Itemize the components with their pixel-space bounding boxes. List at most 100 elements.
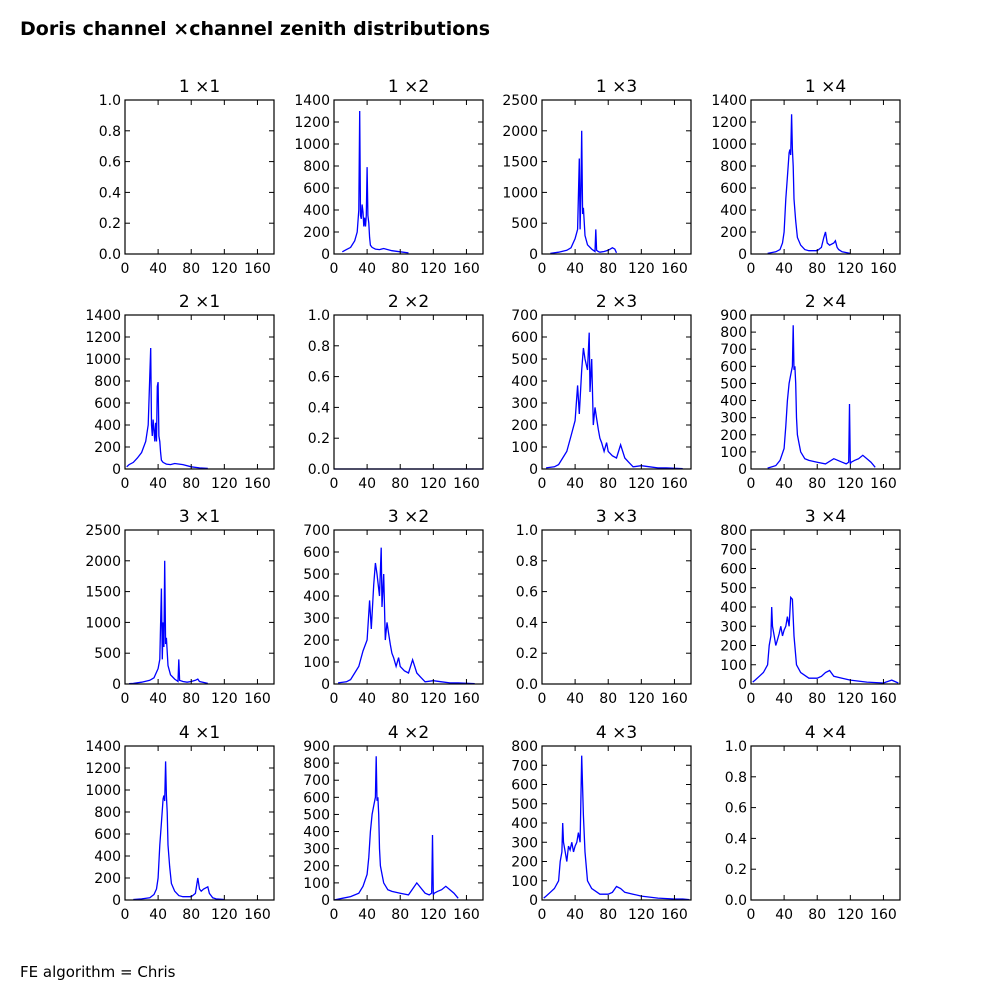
y-tick-label: 300 bbox=[720, 411, 747, 427]
x-tick-label: 40 bbox=[149, 261, 167, 277]
x-tick-label: 0 bbox=[747, 691, 756, 707]
x-tick-label: 160 bbox=[244, 476, 271, 492]
x-tick-label: 80 bbox=[182, 691, 200, 707]
y-tick-label: 200 bbox=[303, 225, 330, 241]
y-tick-label: 500 bbox=[303, 807, 330, 823]
x-tick-label: 80 bbox=[599, 907, 617, 923]
y-tick-label: 800 bbox=[94, 805, 121, 821]
x-tick-label: 80 bbox=[599, 691, 617, 707]
y-tick-label: 200 bbox=[303, 633, 330, 649]
y-tick-label: 0 bbox=[112, 893, 121, 909]
x-tick-label: 120 bbox=[628, 691, 655, 707]
x-tick-label: 40 bbox=[149, 691, 167, 707]
series-line bbox=[543, 755, 690, 901]
y-tick-label: 400 bbox=[94, 418, 121, 434]
series-line bbox=[546, 332, 683, 470]
x-tick-label: 80 bbox=[808, 476, 826, 492]
x-tick-label: 0 bbox=[538, 907, 547, 923]
subplot-3-2: 3 ×2 0 40 80 120 160 0 100 200 300 400 500 600 700 bbox=[303, 507, 484, 707]
subplot-title: 2 ×4 bbox=[805, 292, 846, 312]
x-tick-label: 40 bbox=[566, 691, 584, 707]
x-tick-label: 40 bbox=[775, 691, 793, 707]
y-tick-label: 200 bbox=[720, 225, 747, 241]
y-tick-label: 200 bbox=[94, 871, 121, 887]
y-tick-label: 700 bbox=[720, 342, 747, 358]
subplot-1-4: 1 ×4 0 40 80 120 160 0 200 400 600 800 1000 1200 1400 bbox=[711, 77, 901, 277]
subplot-2-3: 2 ×3 0 40 80 120 160 0 100 200 300 400 500 600 700 bbox=[511, 292, 692, 492]
y-tick-label: 500 bbox=[720, 376, 747, 392]
axes-frame bbox=[541, 529, 692, 685]
y-tick-label: 100 bbox=[720, 658, 747, 674]
y-tick-label: 0.6 bbox=[725, 801, 747, 817]
x-tick-label: 120 bbox=[628, 261, 655, 277]
y-tick-label: 2000 bbox=[502, 124, 538, 140]
series-line bbox=[767, 114, 851, 255]
x-tick-label: 0 bbox=[538, 261, 547, 277]
x-tick-label: 160 bbox=[453, 907, 480, 923]
x-tick-label: 120 bbox=[837, 476, 864, 492]
footnote: FE algorithm = Chris bbox=[20, 963, 176, 981]
x-tick-label: 120 bbox=[420, 691, 447, 707]
series-line bbox=[129, 560, 208, 685]
y-tick-label: 400 bbox=[720, 600, 747, 616]
x-tick-label: 120 bbox=[211, 261, 238, 277]
y-tick-label: 0 bbox=[321, 247, 330, 263]
subplot-2-2: 2 ×2 0 40 80 120 160 0.0 0.2 0.4 0.6 0.8 1.0 bbox=[308, 292, 484, 492]
x-tick-label: 40 bbox=[149, 476, 167, 492]
subplot-1-1: 1 ×1 0 40 80 120 160 0.0 0.2 0.4 0.6 0.8 1.0 bbox=[99, 77, 275, 277]
y-tick-label: 300 bbox=[303, 842, 330, 858]
x-tick-label: 120 bbox=[837, 907, 864, 923]
axes-frame bbox=[750, 99, 901, 255]
y-tick-label: 600 bbox=[94, 827, 121, 843]
y-tick-label: 1000 bbox=[85, 352, 121, 368]
axes-frame bbox=[124, 745, 275, 901]
series-line bbox=[767, 325, 876, 469]
y-tick-label: 0.2 bbox=[516, 646, 538, 662]
y-tick-label: 0.4 bbox=[516, 615, 538, 631]
x-tick-label: 160 bbox=[453, 261, 480, 277]
x-tick-label: 40 bbox=[358, 907, 376, 923]
subplot-1-2: 1 ×2 0 40 80 120 160 0 200 400 600 800 1000 1200 1400 bbox=[294, 77, 484, 277]
x-tick-label: 160 bbox=[661, 907, 688, 923]
y-tick-label: 300 bbox=[511, 396, 538, 412]
x-tick-label: 80 bbox=[808, 691, 826, 707]
subplot-title: 4 ×2 bbox=[388, 723, 429, 743]
x-tick-label: 120 bbox=[837, 691, 864, 707]
subplot-title: 2 ×2 bbox=[388, 292, 429, 312]
y-tick-label: 600 bbox=[511, 778, 538, 794]
y-tick-label: 1400 bbox=[85, 308, 121, 324]
y-tick-label: 600 bbox=[720, 181, 747, 197]
y-tick-label: 1000 bbox=[294, 137, 330, 153]
y-tick-label: 400 bbox=[511, 816, 538, 832]
subplot-title: 4 ×1 bbox=[179, 723, 220, 743]
subplot-4-1: 4 ×1 0 40 80 120 160 0 200 400 600 800 1000 1200 1400 bbox=[85, 723, 275, 923]
y-tick-label: 1000 bbox=[711, 137, 747, 153]
y-tick-label: 0 bbox=[112, 677, 121, 693]
y-tick-label: 700 bbox=[303, 523, 330, 539]
axes-frame bbox=[541, 745, 692, 901]
axes-frame bbox=[124, 99, 275, 255]
series-line bbox=[752, 595, 899, 684]
x-tick-label: 40 bbox=[149, 907, 167, 923]
x-tick-label: 80 bbox=[599, 261, 617, 277]
axes-frame bbox=[750, 314, 901, 470]
y-tick-label: 1200 bbox=[711, 115, 747, 131]
y-tick-label: 0 bbox=[529, 462, 538, 478]
x-tick-label: 160 bbox=[870, 691, 897, 707]
y-tick-label: 700 bbox=[511, 758, 538, 774]
y-tick-label: 0 bbox=[112, 462, 121, 478]
x-tick-label: 160 bbox=[661, 261, 688, 277]
x-tick-label: 0 bbox=[121, 476, 130, 492]
x-tick-label: 0 bbox=[330, 907, 339, 923]
axes-frame bbox=[333, 529, 484, 685]
y-tick-label: 800 bbox=[511, 739, 538, 755]
y-tick-label: 200 bbox=[720, 639, 747, 655]
y-tick-label: 300 bbox=[720, 619, 747, 635]
x-tick-label: 80 bbox=[182, 476, 200, 492]
y-tick-label: 700 bbox=[303, 773, 330, 789]
y-tick-label: 1400 bbox=[85, 739, 121, 755]
x-tick-label: 160 bbox=[244, 261, 271, 277]
y-tick-label: 0.2 bbox=[725, 862, 747, 878]
y-tick-label: 0.0 bbox=[99, 247, 121, 263]
y-tick-label: 400 bbox=[303, 589, 330, 605]
